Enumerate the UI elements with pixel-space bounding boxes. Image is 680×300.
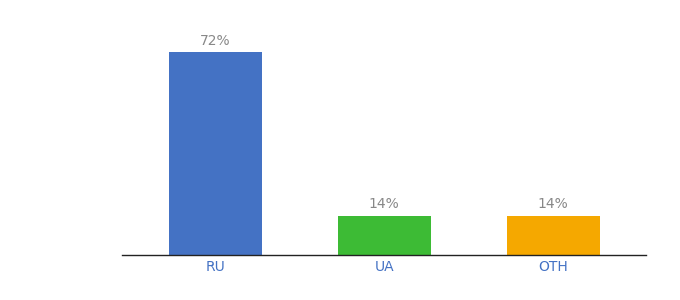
Text: 14%: 14%	[538, 197, 568, 211]
Bar	[507, 216, 600, 255]
Text: 14%: 14%	[369, 197, 400, 211]
Text: 72%: 72%	[200, 34, 231, 48]
Bar	[338, 216, 430, 255]
Bar	[169, 52, 262, 255]
